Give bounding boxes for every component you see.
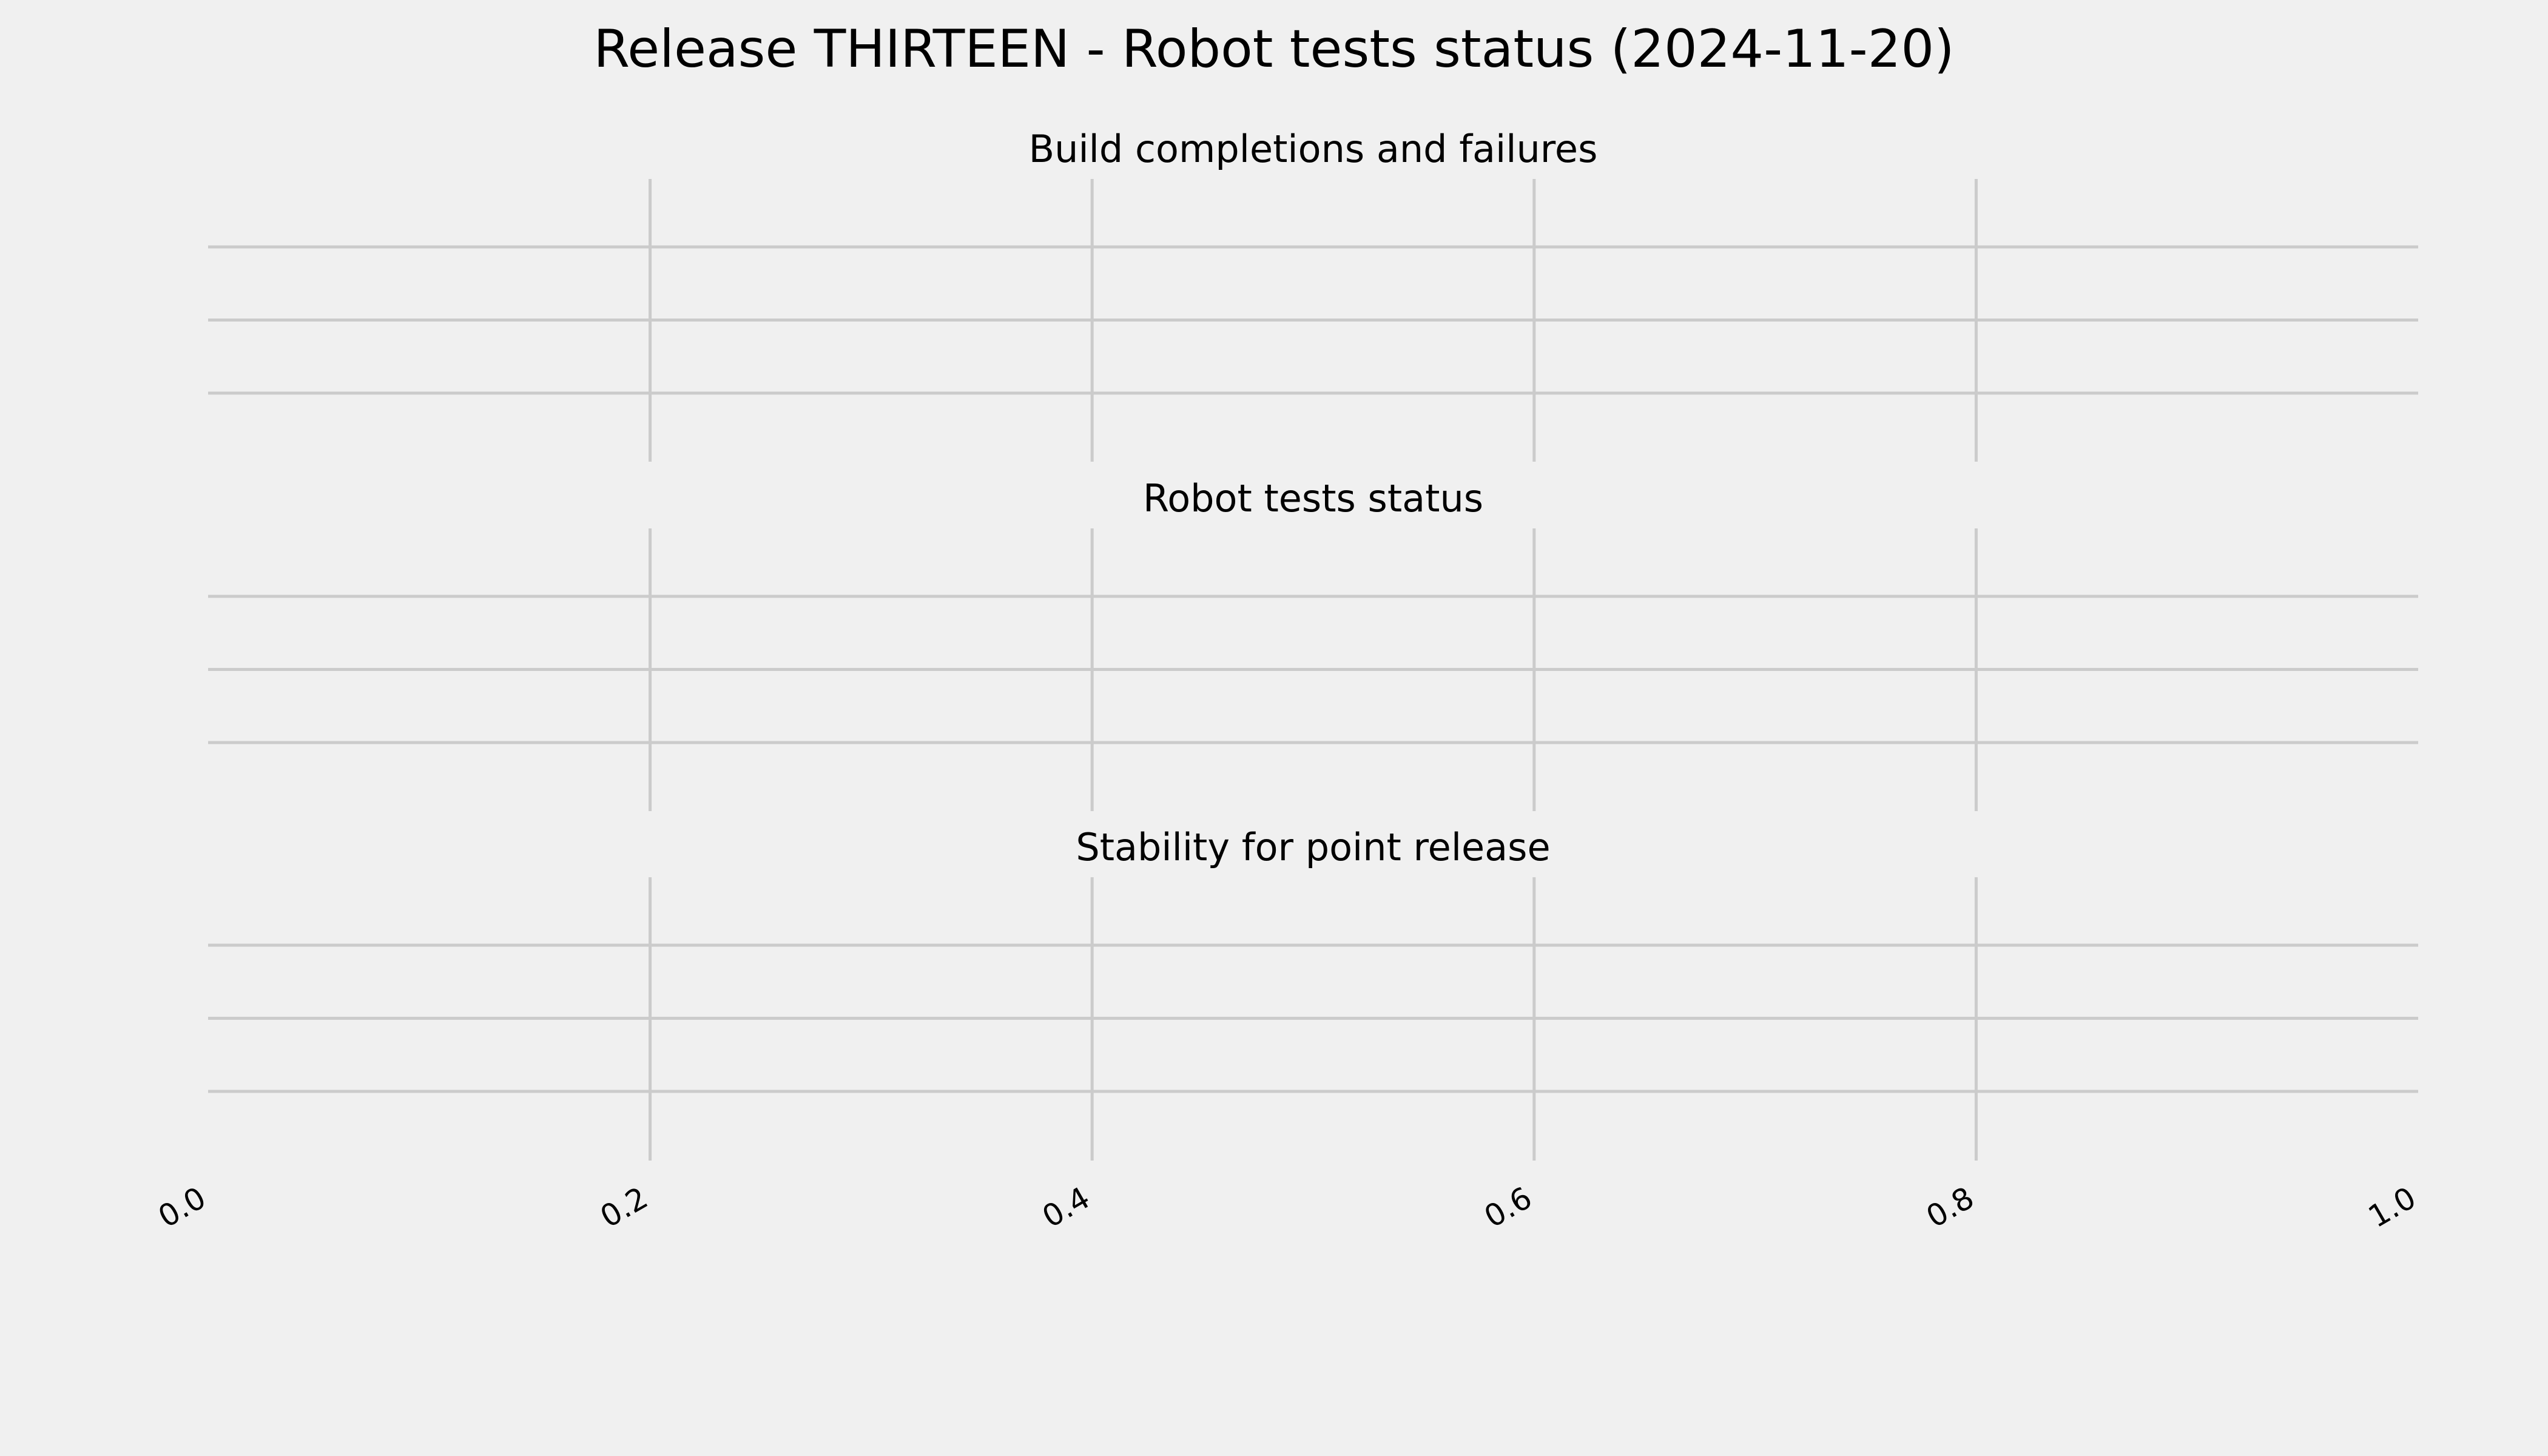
subplot-2: Robot tests status [208, 476, 2418, 811]
figure-title: Release THIRTEEN - Robot tests status (2… [593, 19, 1954, 79]
subplot-title: Stability for point release [1076, 825, 1550, 869]
subplot-1: Build completions and failures [208, 127, 2418, 462]
subplot-title: Robot tests status [1143, 476, 1483, 521]
subplot-title: Build completions and failures [1029, 127, 1598, 171]
